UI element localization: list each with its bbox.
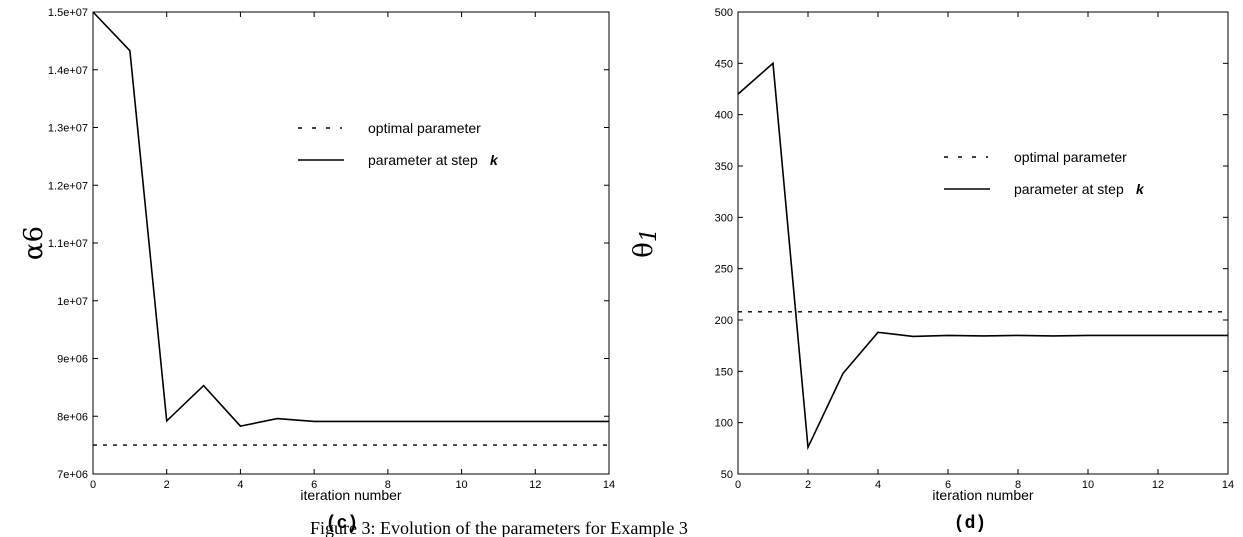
x-tick-label: 2 <box>805 479 811 491</box>
panel-label: (d) <box>954 514 986 534</box>
x-tick-label: 10 <box>455 479 467 491</box>
legend-label: parameter at step <box>1014 181 1124 197</box>
x-axis-title: iteration number <box>932 487 1034 503</box>
plot-frame <box>92 11 610 475</box>
legend-label-k: k <box>490 154 499 170</box>
y-tick-label: 200 <box>715 315 733 327</box>
y-tick-label: 150 <box>715 366 733 378</box>
y-tick-label: 8e+06 <box>57 411 88 423</box>
x-tick-label: 14 <box>603 479 615 491</box>
y-axis-title: θ1 <box>629 228 662 258</box>
plot-frame <box>737 11 1229 475</box>
x-tick-label: 6 <box>311 479 317 491</box>
parameter-at-step-line <box>92 11 609 427</box>
y-tick-label: 450 <box>715 58 733 70</box>
y-tick-label: 9e+06 <box>57 354 88 366</box>
y-tick-label: 300 <box>715 212 733 224</box>
y-axis-subscript: 1 <box>637 228 662 242</box>
y-tick-label: 500 <box>715 7 733 19</box>
y-tick-label: 350 <box>715 161 733 173</box>
x-tick-label: 4 <box>237 479 243 491</box>
x-tick-label: 0 <box>735 479 741 491</box>
y-tick-label: 1e+07 <box>57 296 88 308</box>
legend-label-k: k <box>1136 183 1145 199</box>
x-tick-label: 4 <box>875 479 881 491</box>
y-tick-label: 1.3e+07 <box>48 123 88 135</box>
chart-panel-c: 0 2 4 6 8 10 12 14 7e+06 8e+06 9e+06 1e+07 1.1e+07 1.… <box>19 7 615 534</box>
y-tick-label: 400 <box>715 110 733 122</box>
y-tick-label: 1.1e+07 <box>48 238 88 250</box>
y-tick-label: 7e+06 <box>57 469 88 481</box>
legend: optimal parameter parameter at step k <box>944 149 1145 199</box>
x-tick-label: 10 <box>1082 479 1094 491</box>
y-tick-label: 250 <box>715 264 733 276</box>
x-tick-label: 0 <box>90 479 96 491</box>
x-tick-label: 12 <box>1152 479 1164 491</box>
x-tick-label: 14 <box>1222 479 1234 491</box>
parameter-at-step-line <box>737 61 1228 451</box>
chart-panel-d: 0 2 4 6 8 10 12 14 50 100 150 200 250 300 350 400 450 500… <box>629 7 1234 534</box>
x-tick-label: 2 <box>164 479 170 491</box>
legend-label: parameter at step <box>368 152 478 168</box>
y-axis-symbol: θ <box>629 242 659 258</box>
x-tick-label: 12 <box>529 479 541 491</box>
legend-label: optimal parameter <box>1014 149 1127 165</box>
y-tick-label: 1.4e+07 <box>48 65 88 77</box>
x-axis-title: iteration number <box>300 487 402 503</box>
y-tick-label: 1.2e+07 <box>48 180 88 192</box>
y-axis-title: α6 <box>19 226 49 260</box>
y-tick-label: 100 <box>715 418 733 430</box>
y-tick-label: 1.5e+07 <box>48 7 88 19</box>
y-tick-label: 50 <box>721 469 733 481</box>
figure-caption: Figure 3: Evolution of the parameters fo… <box>310 518 688 537</box>
legend: optimal parameter parameter at step k <box>298 120 499 170</box>
x-tick-label: 6 <box>945 479 951 491</box>
x-tick-label: 8 <box>385 479 391 491</box>
legend-label: optimal parameter <box>368 120 481 136</box>
x-tick-label: 8 <box>1015 479 1021 491</box>
panel-label: (c) <box>326 514 358 534</box>
